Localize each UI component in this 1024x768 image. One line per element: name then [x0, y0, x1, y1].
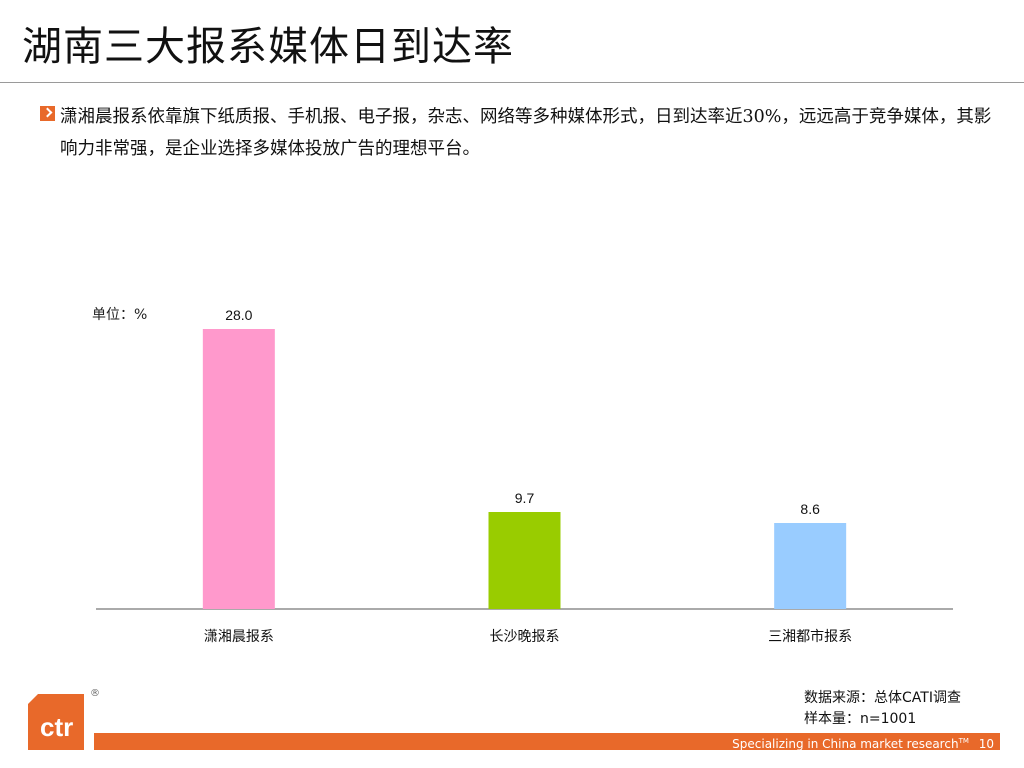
logo-shape: [28, 694, 84, 750]
page-title: 湖南三大报系媒体日到达率: [22, 24, 514, 70]
data-source: 数据来源：总体CATI调查 样本量：n=1001: [804, 688, 961, 730]
logo-text: ctr: [40, 712, 73, 742]
footer-tagline: Specializing in China market research: [732, 737, 959, 751]
registered-mark: ®: [90, 688, 100, 699]
category-label: 三湘都市报系: [768, 628, 852, 645]
bullet-arrow-icon: [40, 106, 55, 121]
footer-bar: Specializing in China market researchTM …: [94, 733, 1000, 751]
trademark-mark: TM: [958, 737, 969, 745]
data-label: 9.7: [515, 490, 535, 506]
page-number: 10: [978, 737, 994, 751]
source-line: 数据来源：总体CATI调查: [804, 690, 961, 706]
data-label: 28.0: [225, 307, 252, 323]
ctr-logo: ctr ®: [24, 688, 100, 754]
unit-label: 单位：%: [92, 307, 148, 323]
category-label: 潇湘晨报系: [204, 629, 274, 645]
data-label: 8.6: [800, 501, 820, 517]
bar: [488, 512, 561, 609]
title-divider: [0, 82, 1024, 83]
sample-size-line: 样本量：n=1001: [804, 711, 917, 727]
category-label: 长沙晚报系: [490, 629, 560, 645]
summary-text: 潇湘晨报系依靠旗下纸质报、手机报、电子报，杂志、网络等多种媒体形式，日到达率近3…: [60, 107, 992, 159]
bar: [202, 329, 275, 609]
bar: [774, 523, 847, 609]
